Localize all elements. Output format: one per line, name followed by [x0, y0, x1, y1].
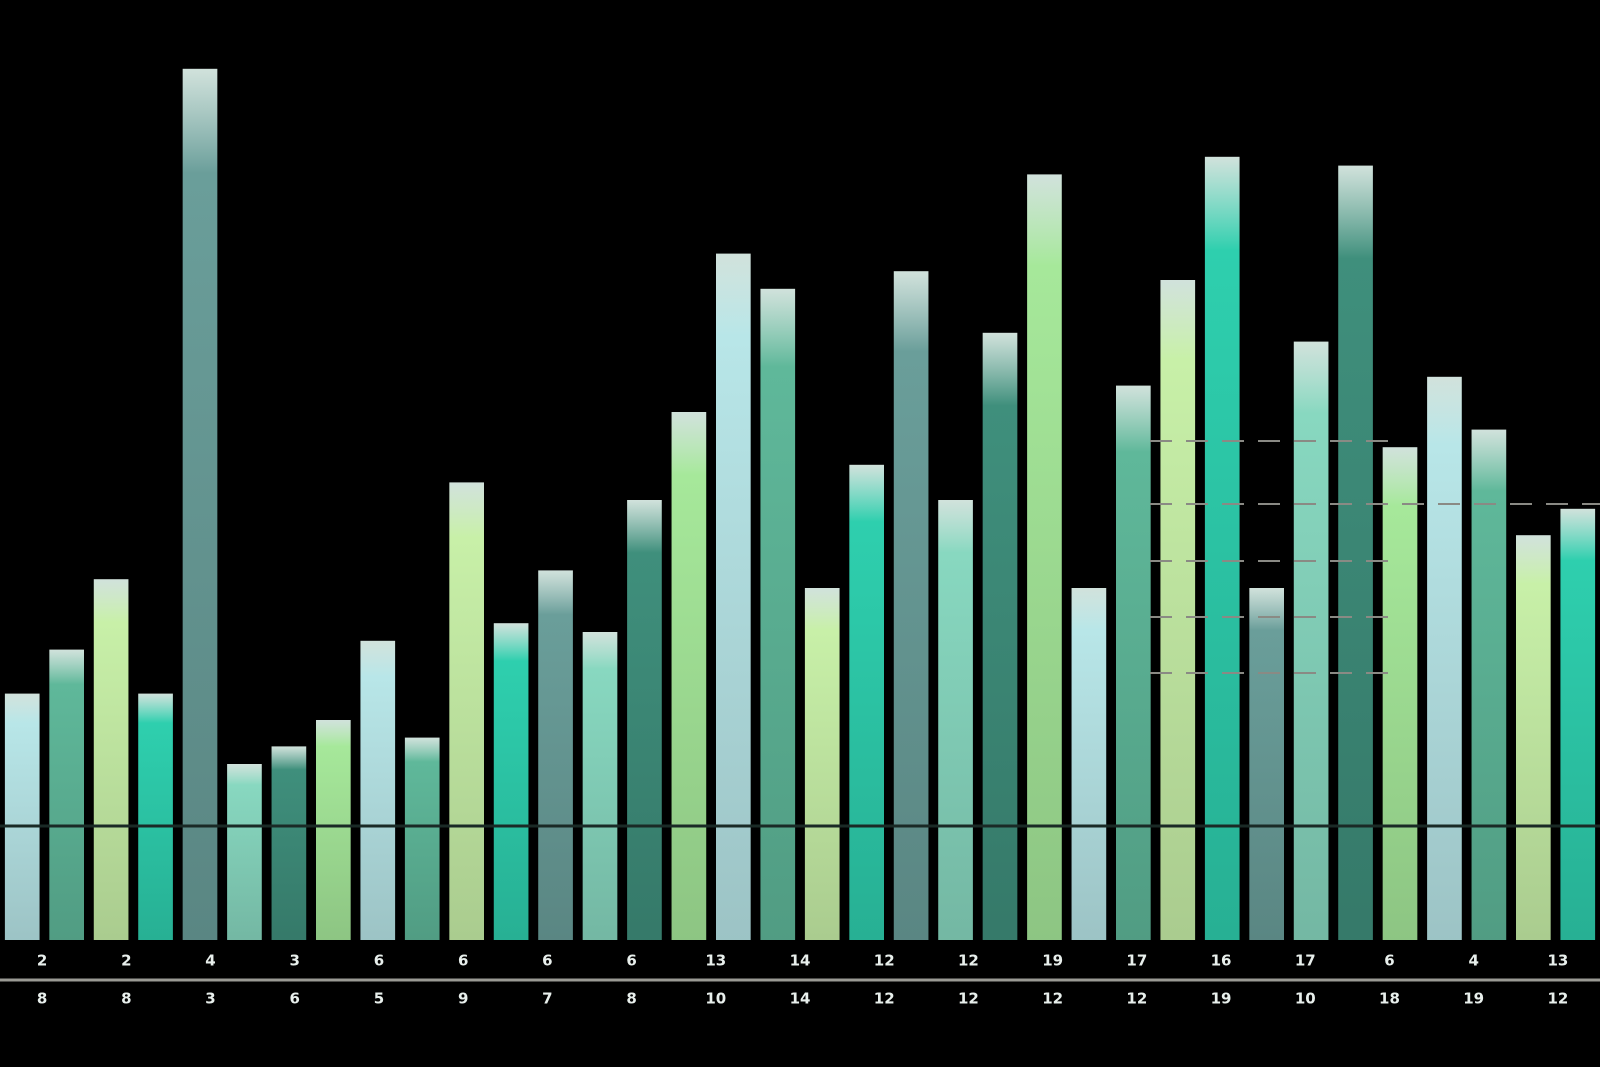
- x-tick-label: 14: [790, 990, 811, 1008]
- bar: [938, 500, 973, 940]
- bar: [1338, 165, 1373, 941]
- x-tick-label: 6: [458, 952, 468, 970]
- x-tick-label: 17: [1126, 952, 1147, 970]
- bar: [1204, 156, 1240, 941]
- bar: [671, 412, 707, 940]
- x-tick-label: 14: [790, 952, 811, 970]
- x-tick-label: 2: [121, 952, 131, 970]
- x-tick-label: 6: [542, 952, 552, 970]
- bar: [1382, 447, 1418, 940]
- x-tick-label: 12: [1547, 990, 1568, 1008]
- x-tick-label: 13: [705, 952, 726, 970]
- bar: [4, 693, 40, 940]
- bar: [360, 640, 396, 940]
- x-tick-label: 4: [205, 952, 215, 970]
- x-tick-label: 10: [1295, 990, 1316, 1008]
- x-tick-label: 9: [458, 990, 468, 1008]
- x-tick-label: 12: [958, 952, 979, 970]
- bar: [1560, 508, 1596, 940]
- x-tick-label: 6: [1384, 952, 1394, 970]
- bar: [49, 649, 84, 940]
- bar: [1160, 280, 1196, 940]
- x-tick-label: 8: [37, 990, 47, 1008]
- x-tick-label: 8: [626, 990, 636, 1008]
- bar: [1471, 429, 1507, 940]
- bar: [1071, 588, 1107, 940]
- bar: [982, 332, 1018, 940]
- bar: [582, 632, 618, 940]
- bar: [804, 588, 840, 940]
- bar: [493, 623, 529, 940]
- bar: [1116, 385, 1151, 941]
- label-band: [0, 942, 1600, 1067]
- bar: [849, 464, 884, 940]
- x-tick-label: 19: [1211, 990, 1232, 1008]
- x-tick-label: 6: [374, 952, 384, 970]
- x-tick-label: 8: [121, 990, 131, 1008]
- bar: [893, 271, 929, 940]
- bar: [449, 482, 484, 940]
- bar: [316, 720, 351, 940]
- x-tick-label: 12: [958, 990, 979, 1008]
- x-tick-label: 2: [37, 952, 47, 970]
- bar: [182, 68, 218, 941]
- x-tick-label: 12: [1042, 990, 1063, 1008]
- x-tick-label: 17: [1295, 952, 1316, 970]
- bar: [138, 693, 173, 940]
- bar: [716, 253, 751, 941]
- bar: [538, 570, 573, 940]
- x-tick-label: 19: [1042, 952, 1063, 970]
- bar: [227, 764, 262, 940]
- bar: [404, 737, 440, 940]
- bar: [1249, 588, 1284, 940]
- x-tick-label: 12: [874, 990, 895, 1008]
- x-tick-label: 6: [290, 990, 300, 1008]
- x-tick-label: 16: [1211, 952, 1232, 970]
- bar: [1427, 376, 1462, 940]
- x-tick-label: 12: [1126, 990, 1147, 1008]
- label-group: 2 2 4 3 6 6 6 6 13 14 12 12 19 17 16 17 6 4 13 8 8 3 6 5 9 7 8 10 14…: [37, 952, 1568, 1008]
- dashed-lines: [1150, 440, 1600, 674]
- bar: [1027, 174, 1062, 940]
- bar: [1293, 341, 1329, 941]
- bar: [627, 500, 662, 940]
- bar-group: [4, 68, 1596, 941]
- x-tick-label: 7: [542, 990, 552, 1008]
- x-tick-label: 5: [374, 990, 384, 1008]
- x-tick-label: 19: [1463, 990, 1484, 1008]
- x-tick-label: 13: [1547, 952, 1568, 970]
- x-tick-label: 3: [205, 990, 215, 1008]
- x-tick-label: 3: [290, 952, 300, 970]
- x-tick-label: 12: [874, 952, 895, 970]
- x-tick-label: 18: [1379, 990, 1400, 1008]
- bar: [93, 579, 129, 940]
- bar: [760, 288, 796, 940]
- x-tick-label: 4: [1468, 952, 1478, 970]
- x-tick-label: 6: [626, 952, 636, 970]
- bar: [1516, 535, 1551, 940]
- bar: [271, 746, 307, 940]
- x-tick-label: 10: [705, 990, 726, 1008]
